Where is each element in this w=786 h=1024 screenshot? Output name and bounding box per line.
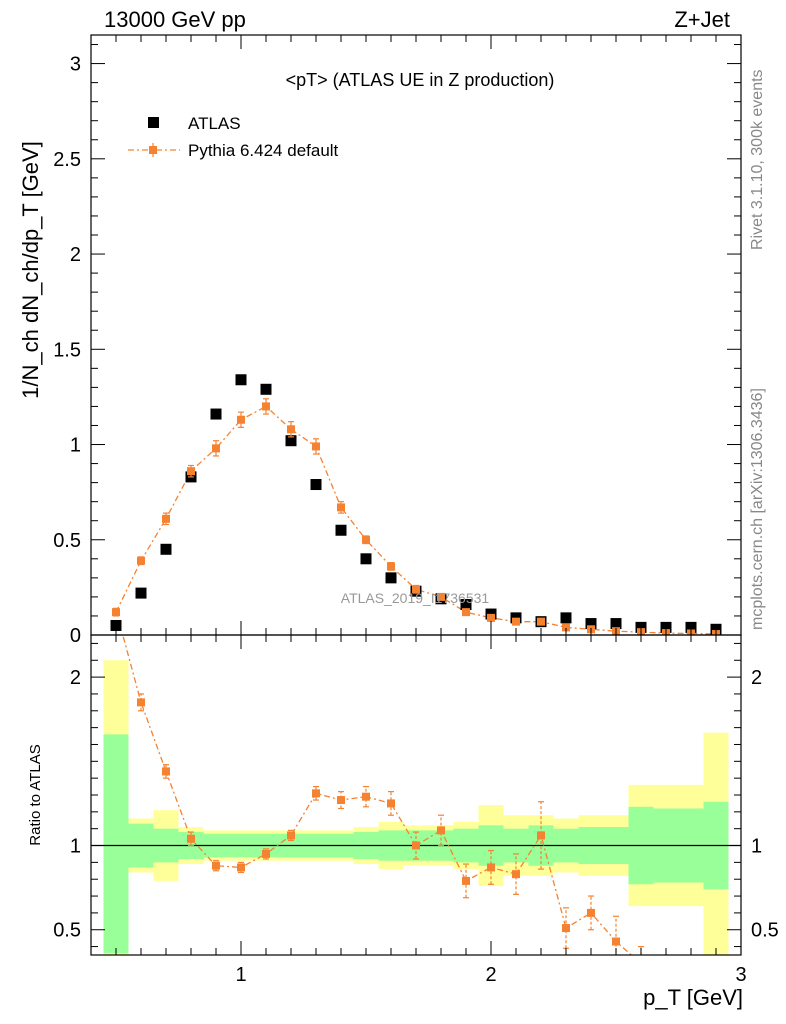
atlas-data-point — [560, 612, 572, 624]
pythia-data-point — [362, 535, 370, 544]
header-left-label: 13000 GeV pp — [104, 7, 246, 32]
pythia-data-point — [112, 608, 120, 617]
pythia-data-point — [137, 556, 145, 565]
ratio-data-point — [487, 863, 495, 872]
y-tick-label: 0 — [70, 625, 81, 647]
atlas-data-point — [460, 599, 472, 611]
pythia-data-point — [537, 617, 545, 626]
atlas-data-point — [660, 621, 672, 633]
y-tick-label: 3 — [70, 54, 81, 76]
pythia-data-point — [437, 592, 445, 601]
ratio-y-tick-label-right: 0.5 — [751, 920, 779, 942]
x-tick-label: 2 — [485, 964, 496, 986]
atlas-data-point — [235, 374, 247, 386]
y-tick-label: 0.5 — [53, 530, 81, 552]
pythia-data-point — [462, 608, 470, 617]
ratio-series-line — [122, 635, 633, 955]
atlas-data-point — [635, 621, 647, 633]
atlas-data-point — [260, 383, 272, 395]
ratio-data-point — [312, 789, 320, 798]
ratio-data-point — [162, 767, 170, 776]
ratio-data-point — [537, 831, 545, 840]
ratio-data-point — [687, 976, 695, 984]
atlas-data-point — [385, 572, 397, 584]
ratio-data-point — [287, 831, 295, 840]
legend: ATLAS Pythia 6.424 default — [128, 114, 339, 160]
ratio-data-point — [412, 841, 420, 850]
atlas-data-point — [610, 618, 622, 630]
ratio-data-point — [137, 698, 145, 707]
ratio-data-point — [387, 799, 395, 808]
ratio-data-point — [187, 834, 195, 843]
ratio-data-point — [637, 959, 645, 967]
pythia-data-point — [187, 467, 195, 476]
pythia-data-point — [512, 617, 520, 626]
ratio-data-point — [587, 908, 595, 917]
ratio-y-tick-label: 1 — [70, 836, 81, 858]
pythia-data-point — [312, 442, 320, 451]
atlas-data-point — [685, 621, 697, 633]
legend-atlas-label: ATLAS — [188, 114, 241, 133]
chart-title: <pT> (ATLAS UE in Z production) — [286, 70, 555, 90]
atlas-data-point — [360, 553, 372, 565]
atlas-data-point — [285, 435, 297, 447]
axes: 00.511.522.531 2 30.5 0.51 12 2 — [53, 34, 779, 986]
ratio-y-tick-label-right: 2 — [751, 667, 762, 689]
atlas-data-point — [135, 587, 147, 599]
x-tick-label: 3 — [735, 964, 746, 986]
atlas-data-point — [210, 408, 222, 420]
atlas-data-point — [335, 524, 347, 536]
ratio-data-point — [612, 937, 620, 946]
x-tick-label: 1 — [235, 964, 246, 986]
pythia-data-point — [487, 613, 495, 622]
atlas-data-point — [310, 479, 322, 491]
ratio-uncertainty-bands — [103, 660, 729, 955]
y-axis-label: 1/N_ch dN_ch/dp_T [GeV] — [18, 141, 43, 399]
atlas-data-point — [160, 543, 172, 555]
x-axis-label: p_T [GeV] — [643, 985, 743, 1010]
rivet-version-label: Rivet 3.1.10, 300k events — [749, 69, 766, 250]
pythia-data-point — [212, 444, 220, 453]
ratio-data-point — [237, 863, 245, 872]
pythia-data-point — [262, 402, 270, 411]
y-tick-label: 2 — [70, 244, 81, 266]
ratio-data-point — [462, 876, 470, 885]
ratio-data-point — [512, 870, 520, 879]
pythia-data-point — [287, 425, 295, 434]
pythia-data-point — [162, 514, 170, 523]
ratio-data-point — [362, 792, 370, 801]
ratio-data-point — [337, 796, 345, 805]
legend-pythia-label: Pythia 6.424 default — [188, 141, 339, 160]
analysis-watermark: ATLAS_2019_I1736531 — [341, 590, 490, 606]
pythia-data-point — [562, 623, 570, 632]
ratio-data-point — [212, 861, 220, 870]
ratio-y-tick-label: 2 — [70, 667, 81, 689]
y-tick-label: 1.5 — [53, 339, 81, 361]
atlas-data-point — [110, 619, 122, 631]
ratio-y-axis-label: Ratio to ATLAS — [27, 744, 44, 845]
ratio-plot-area — [91, 635, 741, 984]
header-right-label: Z+Jet — [674, 7, 730, 32]
pythia-data-point — [237, 415, 245, 424]
legend-atlas-marker — [148, 117, 159, 128]
ratio-y-tick-label: 0.5 — [53, 920, 81, 942]
legend-pythia-marker — [149, 146, 157, 154]
atlas-data-point — [585, 618, 597, 630]
ratio-data-point — [562, 924, 570, 933]
mcplots-label: mcplots.cern.ch [arXiv:1306.3436] — [749, 388, 766, 630]
ratio-data-point — [437, 826, 445, 835]
y-tick-label: 1 — [70, 435, 81, 457]
ratio-data-point — [662, 968, 670, 976]
pythia-data-point — [387, 562, 395, 571]
pythia-data-point — [337, 503, 345, 512]
pythia-data-point — [412, 585, 420, 594]
ratio-y-tick-label-right: 1 — [751, 836, 762, 858]
y-tick-label: 2.5 — [53, 149, 81, 171]
ratio-data-point — [262, 849, 270, 858]
ratio-inner-band — [103, 734, 129, 954]
